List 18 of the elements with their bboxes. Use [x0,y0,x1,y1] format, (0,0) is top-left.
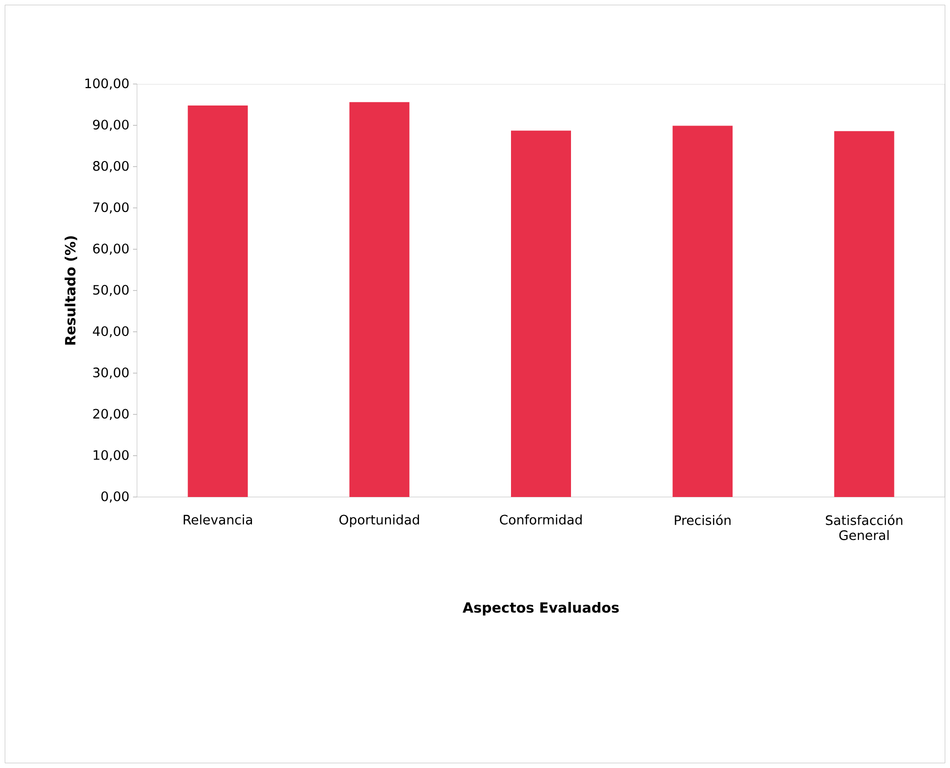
y-tick-label: 100,00 [85,78,129,90]
y-tick-label: 80,00 [93,161,129,172]
x-tick-label: Oportunidad [339,514,419,528]
y-tick-label: 0,00 [101,491,129,503]
y-tick-label: 40,00 [92,326,129,338]
y-tick-label: 30,00 [93,368,129,379]
x-axis-title: Aspectos Evaluados [462,602,619,616]
x-tick-label: Precisión [674,514,731,526]
y-tick-label: 90,00 [93,120,129,131]
x-tick-label: Satisfacción General [826,514,902,540]
y-tick-label: 20,00 [93,408,129,420]
y-tick-label: 60,00 [93,244,129,255]
x-tick-label: Conformidad [500,514,582,525]
y-tick-label: 50,00 [93,284,129,296]
y-tick-label: 10,00 [94,450,129,462]
y-axis-title: Resultado (%) [64,236,78,345]
y-tick-label: 70,00 [93,202,129,214]
x-tick-label: Relevancia [184,514,252,525]
